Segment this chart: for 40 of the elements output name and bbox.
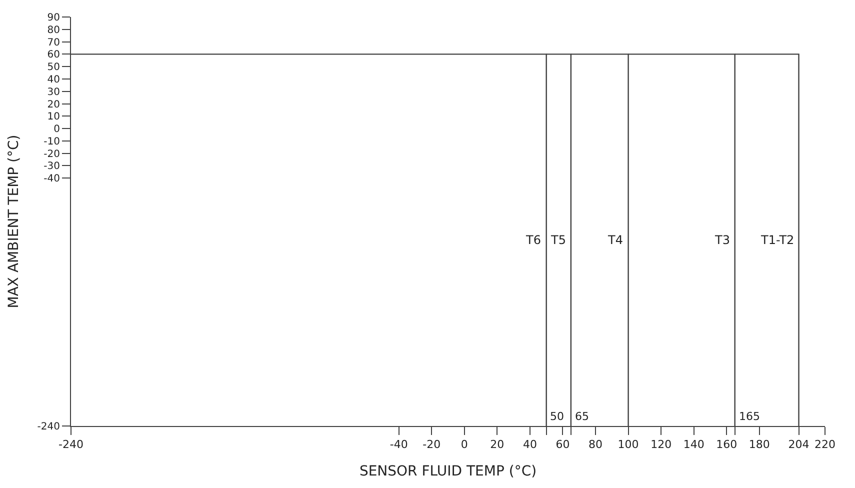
y-tick-label: 0 [54, 124, 60, 136]
series-label: T4 [607, 233, 623, 247]
y-tick-label: 20 [47, 99, 60, 110]
annotation: 65 [575, 410, 589, 423]
series-label: T1-T2 [760, 233, 794, 247]
x-tick-label: 80 [588, 438, 603, 452]
x-tick-label: 160 [716, 438, 738, 452]
series-label: T3 [714, 233, 730, 247]
x-tick-label: 0 [460, 438, 468, 452]
series-label: T5 [550, 233, 566, 247]
y-tick-label: 40 [47, 74, 60, 86]
y-tick-label: -10 [44, 136, 60, 148]
y-tick-label: 30 [47, 86, 60, 98]
y-tick-label: 60 [47, 50, 60, 61]
x-tick-label: 20 [490, 438, 504, 452]
series-label: T6 [525, 233, 541, 247]
y-tick-label: -30 [44, 161, 60, 172]
x-tick-label: -40 [390, 438, 408, 452]
x-tick-label: 140 [683, 438, 704, 452]
y-axis-title: MAX AMBIENT TEMP (°C) [6, 134, 22, 308]
x-tick-label: 204 [788, 438, 810, 452]
annotation: 50 [550, 410, 564, 423]
y-tick-label: 90 [47, 12, 60, 24]
y-tick-label: 10 [47, 112, 60, 123]
x-tick-label: 100 [618, 438, 639, 452]
y-tick-label: 50 [47, 62, 60, 74]
y-tick-label: -40 [44, 174, 60, 185]
x-tick-label: 120 [650, 438, 672, 452]
y-tick-label: -240 [37, 422, 60, 432]
x-tick-label: 60 [556, 438, 570, 452]
annotation: 165 [739, 410, 760, 423]
y-tick-label: -20 [44, 148, 60, 160]
x-tick-label: 220 [814, 438, 836, 452]
x-tick-label: 180 [748, 438, 770, 452]
x-axis-title: SENSOR FLUID TEMP (°C) [359, 464, 537, 480]
x-tick-label: -20 [422, 438, 441, 452]
y-tick-label: 70 [47, 37, 60, 48]
y-tick-label: 80 [47, 24, 60, 36]
x-tick-label: 40 [522, 438, 537, 452]
x-tick-label: -240 [58, 438, 84, 452]
